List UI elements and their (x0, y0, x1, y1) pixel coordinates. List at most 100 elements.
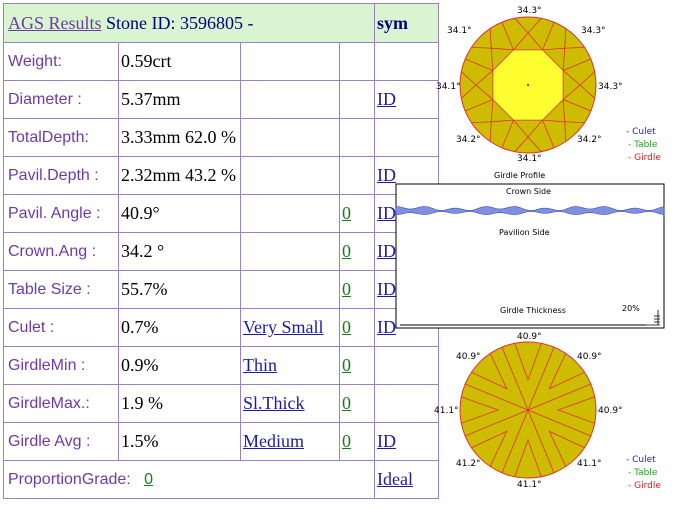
row-label: Diameter : (3, 80, 119, 119)
row-desc-link[interactable]: Medium (243, 431, 304, 451)
pavilion-angle-label: 40.9° (577, 352, 602, 362)
table-row: Weight: 0.59crt (3, 42, 439, 81)
girdle-thickness-pct: 20% (622, 304, 640, 313)
row-sym-link[interactable]: ID (377, 431, 396, 451)
row-grade: 0 (339, 308, 375, 347)
crown-angle-label: 34.2° (456, 135, 481, 145)
crown-kite-line (465, 99, 494, 112)
row-sym: ID (374, 422, 439, 461)
crown-side-label: Crown Side (506, 187, 551, 196)
row-value: 0.59crt (118, 42, 241, 81)
row-sym-link[interactable]: ID (377, 89, 396, 109)
ideal-cell: Ideal (374, 460, 439, 499)
row-desc: Sl.Thick (240, 384, 340, 423)
crown-upper-girdle (564, 121, 585, 124)
header-cell: AGS Results Stone ID: 3596805 - (3, 3, 375, 43)
crown-upper-girdle (527, 136, 542, 152)
crown-upper-girdle (579, 71, 595, 86)
row-desc-link[interactable]: Very Small (243, 317, 324, 337)
row-desc (240, 156, 340, 195)
table-row: Pavil.Depth :2.32mm 43.2 % ID (3, 156, 439, 195)
pavilion-main-line (465, 409, 529, 437)
row-grade-link[interactable]: 0 (342, 279, 351, 299)
row-value: 3.33mm 62.0 % (118, 118, 241, 157)
row-grade: 0 (339, 270, 375, 309)
row-label: Table Size : (3, 270, 119, 309)
crown-diagram: 34.3° 34.1° 34.3° 34.1° 34.3° 34.2° 34.2° 34.1° (436, 6, 623, 164)
row-grade-link[interactable]: 0 (342, 241, 351, 261)
row-value: 0.9% (118, 346, 241, 385)
crown-upper-girdle (471, 46, 492, 49)
ideal-link[interactable]: Ideal (377, 469, 413, 489)
crown-upper-girdle (527, 18, 542, 34)
row-desc: Very Small (240, 308, 340, 347)
pavilion-lower-girdle (556, 396, 595, 424)
row-grade-link[interactable]: 0 (342, 203, 351, 223)
pavilion-lower-girdle (548, 430, 585, 467)
pav-legend-girdle: - Girdle (628, 481, 661, 491)
table-row: GirdleMax.: 1.9 % Sl.Thick 0 (3, 384, 439, 423)
row-sym-link[interactable]: ID (377, 317, 396, 337)
table-row: Pavil. Angle :40.9° 0 ID (3, 194, 439, 233)
sym-header: sym (374, 3, 439, 43)
pavilion-lower-girdle (471, 353, 508, 390)
crown-kite-line (542, 119, 555, 148)
row-value: 2.32mm 43.2 % (118, 156, 241, 195)
crown-star-facet (542, 47, 566, 71)
row-grade-link[interactable]: 0 (342, 355, 351, 375)
crown-angle-label: 34.3° (581, 26, 606, 36)
crown-legend: - Culet - Table - Girdle (626, 127, 661, 163)
row-grade (339, 42, 375, 81)
crown-legend-culet: - Culet (626, 127, 656, 137)
crown-kite-line (465, 58, 494, 71)
proportion-grade-link[interactable]: 0 (144, 470, 153, 488)
row-desc (240, 270, 340, 309)
row-label: Pavil.Depth : (3, 156, 119, 195)
row-value: 55.7% (118, 270, 241, 309)
pavilion-main-line (501, 409, 529, 473)
row-label: Crown.Ang : (3, 232, 119, 271)
table-row: Crown.Ang :34.2 ° 0 ID (3, 232, 439, 271)
row-value: 1.9 % (118, 384, 241, 423)
row-desc-link[interactable]: Thin (243, 355, 277, 375)
crown-angle-label: 34.1° (517, 154, 542, 164)
row-label: GirdleMax.: (3, 384, 119, 423)
crown-upper-girdle (564, 121, 567, 142)
crown-upper-girdle (461, 84, 477, 99)
pavilion-legend: - Culet - Table - Girdle (626, 455, 661, 491)
row-grade-link[interactable]: 0 (342, 393, 351, 413)
stone-label: Stone ID: (106, 12, 176, 33)
crown-upper-girdle (514, 136, 529, 152)
crown-angle-label: 34.1° (436, 82, 461, 92)
row-sym-link[interactable]: ID (377, 203, 396, 223)
row-desc: Thin (240, 346, 340, 385)
pavilion-main-line (527, 383, 591, 411)
crown-kite-line (501, 22, 514, 51)
pavilion-main-line (527, 409, 591, 437)
pavilion-main-line (501, 347, 529, 411)
table-row: Culet :0.7% Very Small 0 ID (3, 308, 439, 347)
crown-upper-girdle (564, 46, 585, 49)
row-value: 5.37mm (118, 80, 241, 119)
row-sym-link[interactable]: ID (377, 165, 396, 185)
row-value: 0.7% (118, 308, 241, 347)
pavilion-angle-label: 41.2° (456, 459, 481, 469)
row-desc-link[interactable]: Sl.Thick (243, 393, 305, 413)
girdle-profile: Girdle Profile Crown Side Pavilion Side … (395, 171, 665, 329)
row-desc: Medium (240, 422, 340, 461)
row-value: 40.9° (118, 194, 241, 233)
pavilion-main-line (465, 383, 529, 411)
row-sym-link[interactable]: ID (377, 241, 396, 261)
crown-upper-girdle (579, 84, 595, 99)
proportion-grade-row: ProportionGrade: 0 Ideal (3, 460, 439, 499)
girdle-profile-title: Girdle Profile (494, 171, 545, 180)
row-grade-link[interactable]: 0 (342, 317, 351, 337)
row-sym (374, 346, 439, 385)
pavilion-lower-girdle (471, 430, 508, 467)
row-grade: 0 (339, 346, 375, 385)
row-sym-link[interactable]: ID (377, 279, 396, 299)
ags-results-link[interactable]: AGS Results (8, 12, 102, 33)
pavilion-lower-girdle (514, 438, 542, 477)
girdle-thickness-label: Girdle Thickness (500, 306, 566, 315)
row-grade-link[interactable]: 0 (342, 431, 351, 451)
